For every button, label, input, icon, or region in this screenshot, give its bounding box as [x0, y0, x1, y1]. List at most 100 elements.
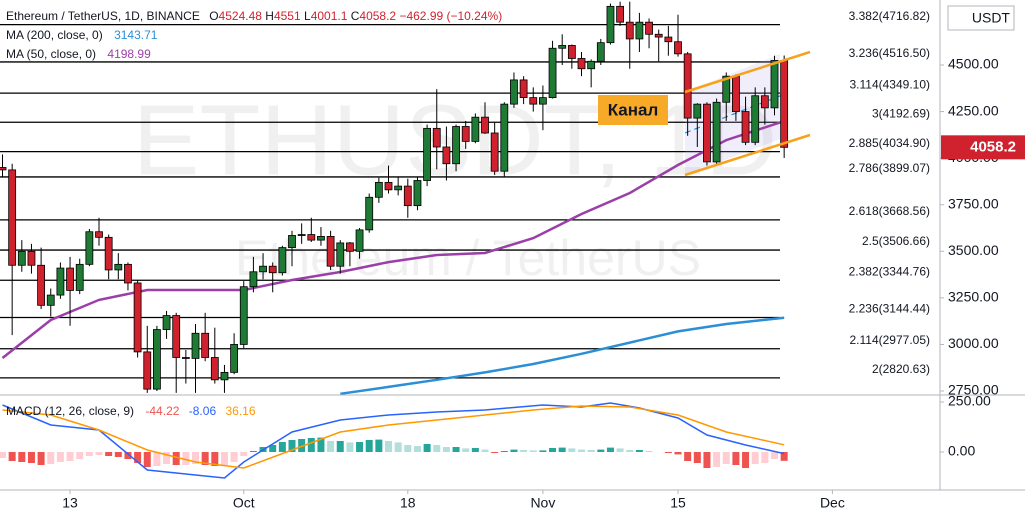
ohlc-letter: H	[265, 9, 274, 23]
histogram-bar	[56, 452, 64, 462]
candle-body	[288, 235, 296, 248]
histogram-bar	[317, 437, 325, 452]
candle-body	[674, 41, 682, 55]
candle-body	[317, 235, 325, 241]
candle-body	[394, 185, 403, 191]
histogram-bar	[172, 452, 180, 465]
price-tag-label: 4058.2	[970, 138, 1016, 155]
y-tick-label: 0.00	[948, 443, 975, 459]
x-tick-label: 13	[62, 495, 78, 511]
histogram-bar	[365, 440, 373, 452]
legend-value: 36.16	[225, 404, 255, 418]
candle-body	[616, 5, 625, 23]
histogram-bar	[597, 449, 605, 452]
histogram-bar	[394, 442, 402, 452]
candle-body	[95, 231, 103, 238]
candle-body	[500, 103, 509, 172]
histogram-bar	[346, 442, 354, 452]
fib-label: 2.114(2977.05)	[849, 333, 930, 347]
candle-body	[124, 263, 132, 284]
histogram-bar	[192, 452, 200, 464]
candle-body	[143, 351, 152, 390]
histogram-bar	[664, 452, 672, 453]
candle-body	[587, 60, 596, 70]
candle-body	[355, 229, 364, 252]
annotation-box	[598, 95, 668, 125]
candle-body	[181, 357, 190, 359]
candle-body	[732, 75, 740, 112]
histogram-bar	[606, 447, 614, 452]
fib-label: 2.618(3668.56)	[849, 204, 930, 218]
candle-body	[336, 242, 345, 267]
fib-label: 3.114(4349.10)	[849, 77, 930, 91]
x-tick-label: Dec	[820, 495, 845, 511]
candle-body	[374, 181, 383, 198]
histogram-bar	[442, 447, 450, 452]
ohlc-value: 4524.48	[219, 9, 263, 23]
histogram-bar	[134, 452, 142, 463]
macd-line	[2, 402, 785, 479]
legend-ma50: MA (50, close, 0) 4198.99	[6, 47, 151, 61]
candle-body	[654, 33, 663, 38]
currency[interactable]: USDT	[972, 10, 1011, 26]
histogram-bar	[114, 452, 122, 457]
y-tick-label: 3000.00	[948, 335, 999, 351]
histogram-bar	[761, 452, 769, 463]
histogram-bar	[85, 452, 93, 456]
fib-label: 3(4192.69)	[872, 106, 930, 120]
candle-body	[471, 116, 480, 142]
channel-upper	[684, 50, 811, 94]
legend-value: -44.22	[145, 404, 179, 418]
histogram-bar	[288, 440, 296, 452]
histogram-bar	[413, 446, 421, 452]
candle-body	[365, 196, 374, 231]
histogram-bar	[336, 441, 344, 452]
candle-body	[780, 60, 789, 148]
candle-body	[27, 250, 36, 266]
histogram-bar	[404, 445, 412, 452]
histogram-bar	[433, 445, 441, 452]
histogram-bar	[211, 452, 219, 466]
x-tick-label: 15	[670, 495, 686, 511]
histogram-bar	[249, 451, 257, 452]
histogram-bar	[153, 452, 161, 466]
histogram-bar	[95, 452, 103, 455]
histogram-bar	[201, 452, 209, 465]
histogram-bar	[230, 452, 238, 462]
candle-body	[0, 167, 7, 171]
candle-body	[85, 231, 94, 265]
ma-line	[340, 316, 785, 396]
fib-label: 2.885(4034.90)	[849, 136, 930, 150]
candle-body	[210, 357, 219, 381]
histogram-bar	[76, 452, 84, 459]
histogram-bar	[462, 448, 470, 452]
fib-label: 2.382(3344.76)	[849, 264, 930, 278]
legend-value: 4198.99	[107, 47, 151, 61]
histogram-bar	[529, 450, 537, 452]
histogram-bar	[298, 439, 306, 452]
candle-body	[297, 234, 306, 236]
candle-body	[539, 97, 547, 105]
histogram-bar	[539, 450, 547, 452]
x-tick-label: Nov	[530, 495, 555, 511]
legend-macd: MACD (12, 26, close, 9) -44.22 -8.06 36.…	[6, 404, 256, 418]
candle-body	[770, 60, 779, 109]
y-tick-label: 3250.00	[948, 289, 999, 305]
histogram-bar	[240, 452, 248, 456]
histogram-bar	[375, 439, 383, 452]
candle-body	[153, 329, 161, 390]
histogram-bar	[500, 451, 508, 452]
candle-body	[693, 103, 702, 119]
candle-body	[596, 42, 605, 62]
candle-body	[268, 265, 277, 274]
currency-box[interactable]	[947, 5, 1015, 31]
histogram-bar	[27, 452, 35, 463]
legend-name: MA (200, close, 0)	[6, 28, 103, 42]
candle-body	[635, 21, 644, 40]
histogram-bar	[356, 442, 364, 452]
x-tick-label: 18	[400, 495, 416, 511]
histogram-bar	[713, 452, 721, 467]
histogram-bar	[163, 452, 171, 464]
histogram-bar	[182, 452, 190, 465]
candle-body	[722, 75, 731, 103]
